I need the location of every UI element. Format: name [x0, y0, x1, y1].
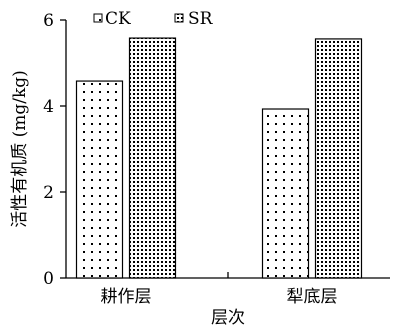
x-axis-label: 层次 [211, 308, 245, 328]
bars [75, 37, 363, 279]
y-tick-label: 4 [43, 97, 54, 117]
legend-label-sr: SR [188, 9, 214, 29]
y-ticks: 0 2 4 6 [43, 11, 66, 289]
bar-sr-0 [128, 37, 177, 279]
legend-swatch-ck [93, 13, 103, 23]
y-tick-label: 2 [43, 183, 54, 203]
x-tick-label: 犁底层 [287, 287, 338, 307]
bar-ck-0 [75, 80, 124, 279]
legend-label-ck: CK [105, 9, 131, 29]
x-tick-label: 耕作层 [101, 287, 152, 307]
y-tick-label: 6 [43, 11, 54, 31]
y-tick-label: 0 [43, 269, 54, 289]
legend-swatch-sr [174, 13, 184, 23]
y-axis-label: 活性有机质 (mg/kg) [10, 70, 30, 228]
bar-sr-1 [314, 38, 363, 279]
bar-ck-1 [261, 108, 310, 279]
legend: CK SR [93, 9, 214, 29]
x-ticks: 耕作层 犁底层 [101, 287, 338, 307]
